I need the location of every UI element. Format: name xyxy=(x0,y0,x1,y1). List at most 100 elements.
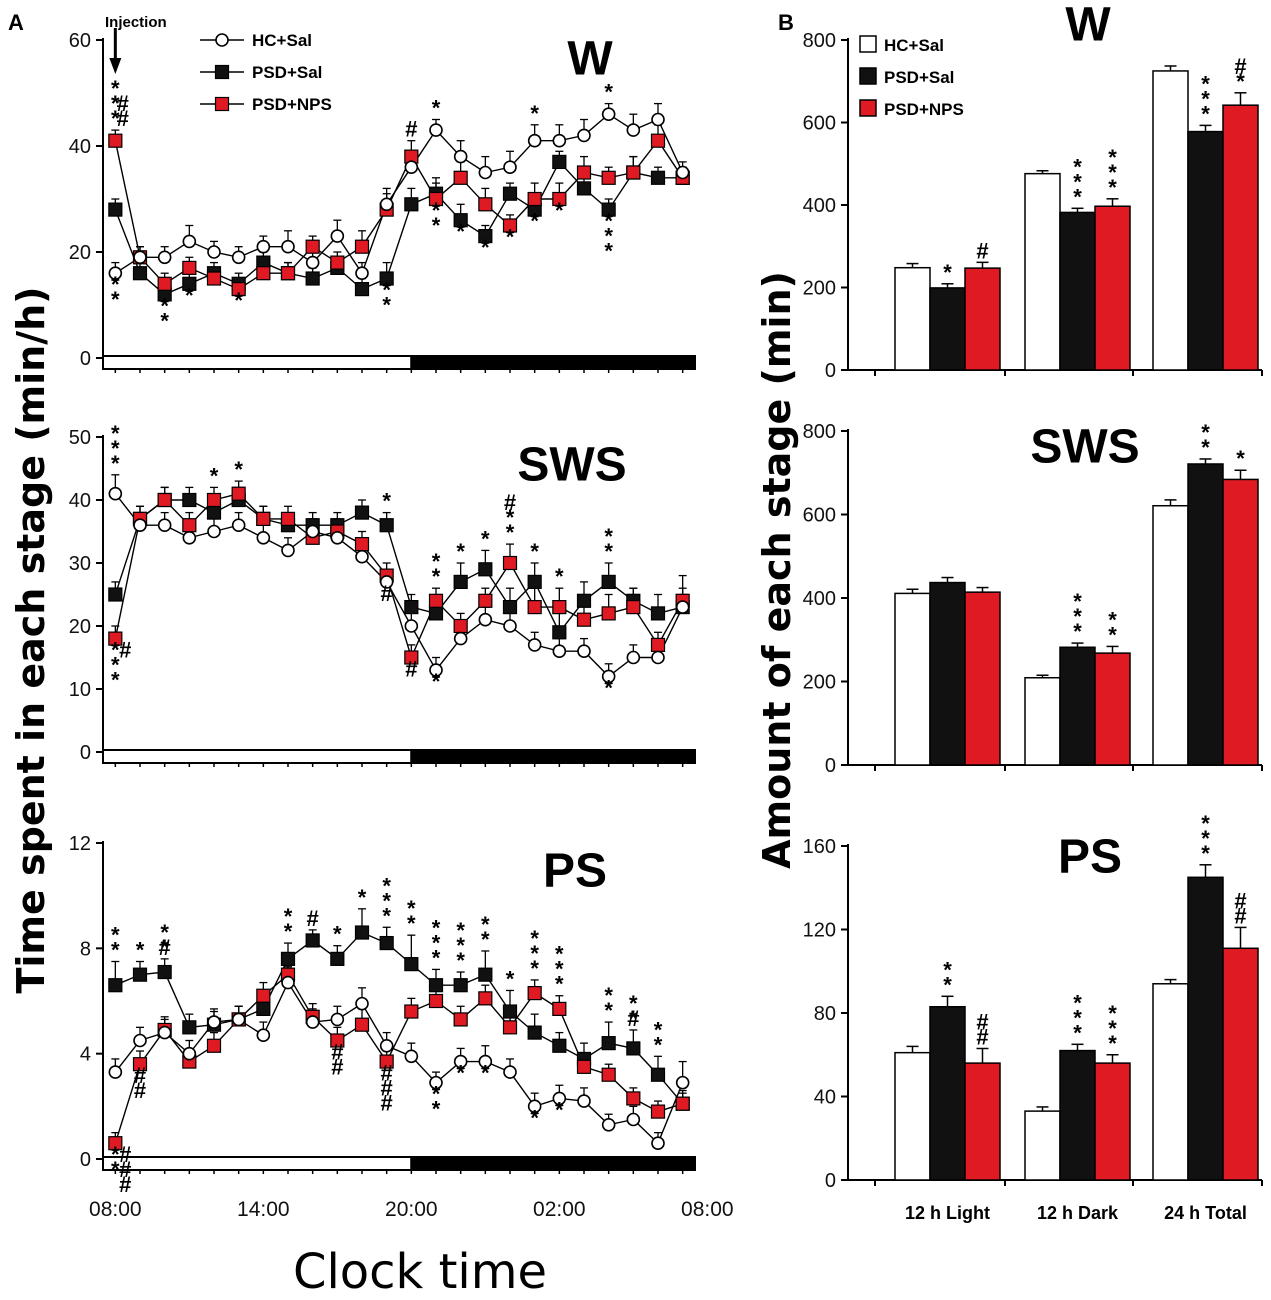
significance-mark: * xyxy=(382,489,391,514)
point-hc xyxy=(675,165,690,180)
point-nps xyxy=(601,606,616,621)
chart-title: PS xyxy=(1058,831,1122,884)
point-hc xyxy=(355,549,369,564)
point-psd xyxy=(478,562,493,577)
significance-mark: # xyxy=(405,117,417,142)
point-hc xyxy=(453,149,468,164)
point-nps xyxy=(305,239,320,254)
point-hc xyxy=(305,255,320,270)
injection-label: Injection xyxy=(105,14,167,31)
point-nps xyxy=(132,1057,148,1072)
point-hc xyxy=(231,518,246,533)
point-hc xyxy=(577,644,591,659)
significance-mark: # # xyxy=(331,1040,343,1080)
significance-mark: * * xyxy=(432,198,441,238)
point-hc xyxy=(527,1099,542,1114)
point-hc xyxy=(651,1136,665,1150)
significance-mark: * * * xyxy=(1201,71,1210,126)
point-nps xyxy=(108,133,123,148)
point-psd xyxy=(305,933,320,948)
point-hc xyxy=(133,518,147,533)
point-hc xyxy=(133,1033,147,1048)
significance-mark: * xyxy=(333,922,342,947)
significance-mark: * * * xyxy=(111,638,120,693)
point-hc xyxy=(157,250,172,265)
bar-psd xyxy=(1187,463,1224,766)
point-psd xyxy=(527,574,542,590)
series-line-nps xyxy=(114,139,684,290)
point-nps xyxy=(330,1033,345,1048)
point-hc xyxy=(108,486,123,501)
point-psd xyxy=(527,1025,542,1040)
dark-phase-bar xyxy=(410,749,696,764)
point-psd xyxy=(379,935,394,951)
point-hc xyxy=(626,1112,641,1127)
bar-chart-ps: 0 40 80 120 160 12 h Light 12 h Dark 24 h Total… xyxy=(803,811,1263,1223)
significance-mark: # * xyxy=(1234,54,1246,94)
point-nps xyxy=(502,1020,518,1035)
chart-title: W xyxy=(567,33,613,86)
legend-label-psd: PSD+Sal xyxy=(884,68,954,87)
x-axis-title-a: Clock time xyxy=(293,1244,547,1300)
point-hc xyxy=(651,112,665,127)
significance-mark: # xyxy=(381,581,393,606)
significance-mark: * xyxy=(432,669,441,694)
series-line-hc xyxy=(114,113,684,275)
point-nps xyxy=(330,255,345,270)
significance-mark: * xyxy=(136,938,145,963)
significance-mark: # xyxy=(159,935,171,960)
bar-nps xyxy=(1094,1062,1131,1181)
point-psd xyxy=(404,197,419,212)
bar-psd xyxy=(1059,1049,1096,1181)
point-hc xyxy=(626,123,641,137)
point-nps xyxy=(650,637,666,653)
point-hc xyxy=(577,128,591,143)
point-hc xyxy=(305,524,320,539)
x-category-label: 12 h Dark xyxy=(1037,1203,1119,1223)
point-nps xyxy=(502,555,518,571)
chart-title: PS xyxy=(543,845,607,898)
point-psd xyxy=(650,606,666,621)
point-nps xyxy=(231,282,246,297)
point-psd xyxy=(182,492,197,508)
significance-mark: * * * xyxy=(555,942,564,997)
point-nps xyxy=(231,486,246,501)
y-tick-label: 20 xyxy=(69,242,91,264)
point-hc xyxy=(207,1015,221,1029)
point-nps xyxy=(650,133,666,148)
significance-mark: * * * xyxy=(1073,154,1082,209)
point-psd xyxy=(404,599,419,615)
significance-mark: * xyxy=(456,219,465,244)
point-hc xyxy=(231,250,246,265)
significance-mark: * * xyxy=(481,912,490,952)
point-psd xyxy=(379,518,394,533)
x-category-label: 24 h Total xyxy=(1164,1203,1247,1223)
light-phase-bar xyxy=(102,1156,413,1171)
point-psd xyxy=(626,1041,641,1056)
y-tick-label: 10 xyxy=(69,679,91,701)
point-psd xyxy=(453,213,468,228)
y-tick-label: 30 xyxy=(69,553,91,575)
point-hc xyxy=(207,245,221,259)
point-psd xyxy=(404,957,419,972)
bar-psd xyxy=(1187,876,1224,1181)
y-tick-label: 800 xyxy=(803,421,836,443)
significance-mark: * * * xyxy=(432,915,441,970)
significance-mark: * xyxy=(555,198,564,223)
point-psd xyxy=(601,1036,616,1051)
point-hc xyxy=(231,1012,246,1027)
significance-mark: # xyxy=(119,638,131,663)
significance-mark: * * xyxy=(604,524,613,564)
series-line-hc xyxy=(114,981,684,1145)
point-psd xyxy=(552,625,567,640)
significance-mark: * * * xyxy=(1073,589,1082,644)
point-nps xyxy=(428,191,444,207)
point-hc xyxy=(552,644,567,659)
bar-nps xyxy=(1222,478,1259,766)
bar-psd xyxy=(1187,130,1224,371)
point-hc xyxy=(429,663,443,677)
point-hc xyxy=(552,133,567,148)
point-psd xyxy=(379,271,394,286)
significance-mark: # # xyxy=(117,91,129,131)
